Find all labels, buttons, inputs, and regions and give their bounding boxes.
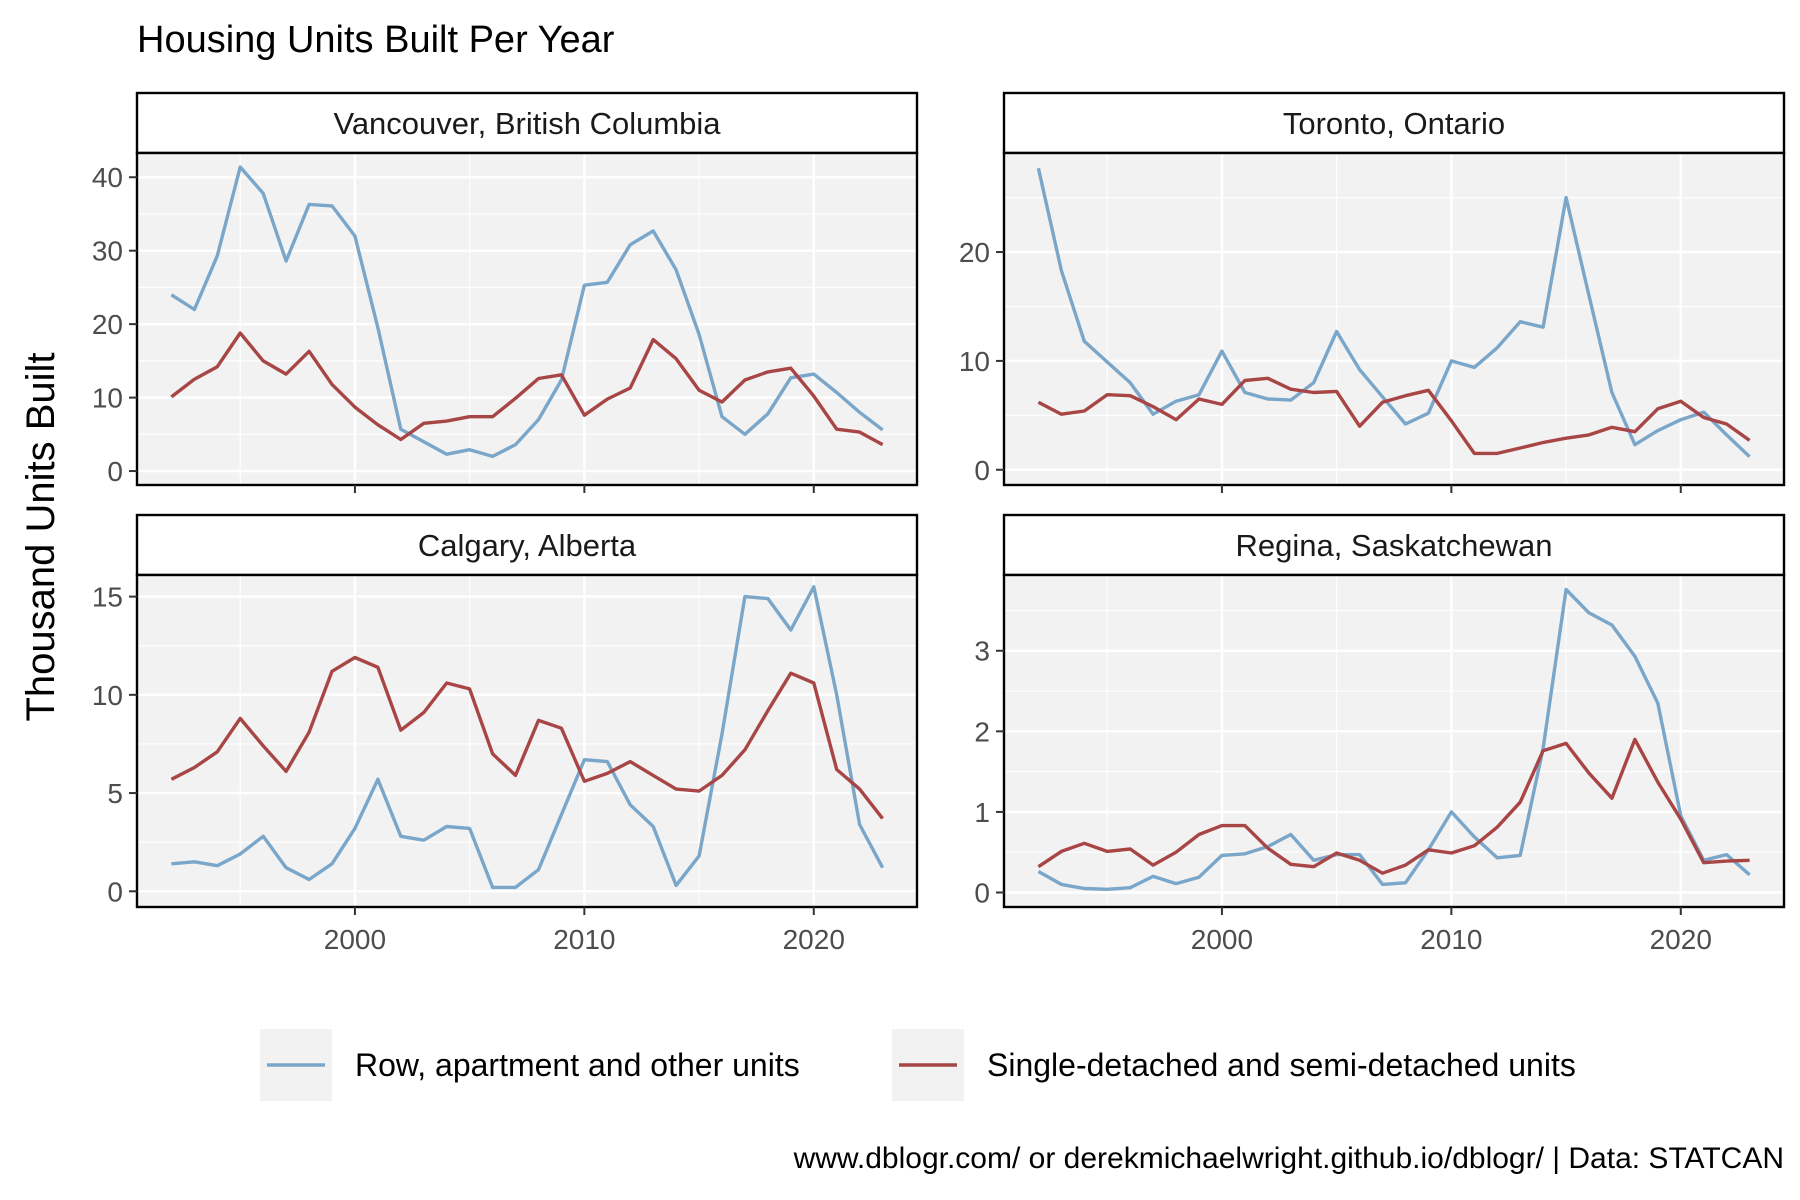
strip-toronto-ontario — [1002, 91, 1786, 155]
y-tick-label: 15 — [92, 582, 123, 613]
caption: www.dblogr.com/ or derekmichaelwright.gi… — [793, 1142, 1784, 1175]
panel-regina-saskatchewan: Regina, Saskatchewan 0 1 2 3 2000 2010 2020 — [974, 513, 1786, 955]
series-line-row-apartment — [171, 585, 885, 890]
x-tick-label: 2010 — [1420, 924, 1482, 955]
y-tick-label: 10 — [92, 680, 123, 711]
panel-border — [1002, 151, 1786, 487]
legend-label: Row, apartment and other units — [355, 1047, 800, 1083]
legend-item-single-semi: Single-detached and semi-detached units — [892, 1029, 1576, 1101]
panel-calgary-alberta: Calgary, Alberta 0 5 10 15 2000 2010 2020 — [92, 513, 919, 955]
y-tick-label: 0 — [107, 456, 123, 487]
strip-calgary-alberta — [135, 513, 919, 577]
y-tick-label: 20 — [959, 237, 990, 268]
y-tick-label: 20 — [92, 309, 123, 340]
x-tick-label: 2010 — [553, 924, 615, 955]
legend-item-row-apartment: Row, apartment and other units — [260, 1029, 800, 1101]
panel-border — [135, 573, 919, 909]
y-tick-label: 0 — [107, 876, 123, 907]
x-tick-label: 2020 — [783, 924, 845, 955]
chart-title: Housing Units Built Per Year — [137, 19, 615, 61]
y-tick-label: 10 — [92, 383, 123, 414]
y-tick-label: 2 — [974, 716, 990, 747]
panel-border — [1002, 573, 1786, 909]
y-tick-label: 0 — [974, 455, 990, 486]
panel-background — [137, 153, 917, 485]
strip-regina-saskatchewan — [1002, 513, 1786, 577]
x-tick-label: 2000 — [324, 924, 386, 955]
y-tick-label: 1 — [974, 797, 990, 828]
strip-label: Toronto, Ontario — [1283, 106, 1505, 141]
series-line-single-semi — [170, 655, 884, 820]
x-tick-label: 2020 — [1650, 924, 1712, 955]
strip-label: Regina, Saskatchewan — [1235, 528, 1552, 563]
series-line-row-apartment — [1036, 167, 1751, 458]
series-line-row-apartment — [170, 165, 884, 459]
panel-border — [135, 151, 919, 487]
series-line-row-apartment — [1037, 587, 1751, 891]
series-line-single-semi — [170, 331, 884, 447]
strip-label: Calgary, Alberta — [418, 528, 637, 563]
panel-background — [1004, 153, 1784, 485]
series-line-single-semi — [1037, 737, 1750, 875]
y-tick-label: 30 — [92, 236, 123, 267]
legend: Row, apartment and other units Single-det… — [260, 1029, 1576, 1101]
strip-label: Vancouver, British Columbia — [333, 106, 721, 141]
strip-vancouver-british-columbia — [135, 91, 919, 155]
series-line-single-semi — [1037, 376, 1751, 456]
legend-label: Single-detached and semi-detached units — [987, 1047, 1576, 1083]
y-tick-label: 0 — [974, 877, 990, 908]
x-tick-label: 2000 — [1191, 924, 1253, 955]
y-tick-label: 3 — [974, 636, 990, 667]
panel-toronto-ontario: Toronto, Ontario 0 10 20 — [959, 91, 1786, 493]
y-tick-label: 10 — [959, 346, 990, 377]
panel-vancouver-british-columbia: Vancouver, British Columbia 0 10 20 30 40 — [92, 91, 919, 493]
panel-background — [137, 575, 917, 907]
y-tick-label: 5 — [107, 778, 123, 809]
y-tick-label: 40 — [92, 162, 123, 193]
facet-panels: Vancouver, British Columbia010203040Toro… — [92, 91, 1786, 955]
y-axis-label: Thousand Units Built — [19, 352, 63, 721]
